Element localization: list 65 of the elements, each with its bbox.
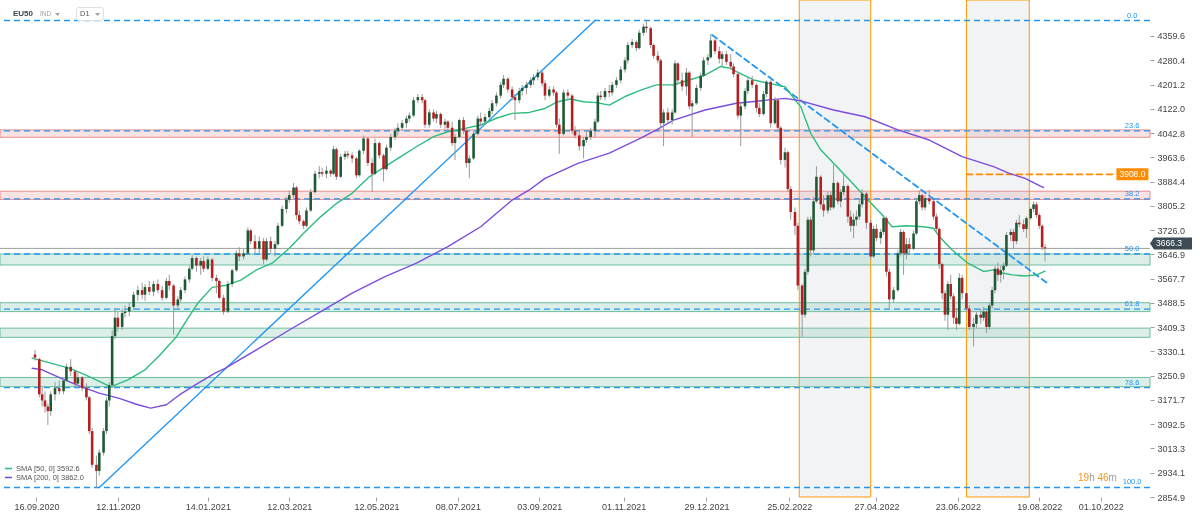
x-tick-label: 27.04.2022	[854, 501, 900, 512]
candlestick	[755, 82, 758, 113]
y-tick-label: 3805.2	[1157, 201, 1186, 212]
candlestick	[577, 130, 581, 152]
x-tick-label: 14.01.2021	[185, 501, 231, 512]
x-tick-label: 25.02.2022	[767, 501, 813, 512]
ref-line-label: 3666.3	[1156, 238, 1183, 249]
y-tick-label: 4122.0	[1157, 104, 1186, 115]
y-tick-label: 3567.7	[1157, 274, 1186, 285]
candlestick	[172, 283, 175, 336]
candlestick	[309, 188, 313, 213]
candlestick	[95, 455, 98, 488]
y-tick-label: 3330.1	[1157, 346, 1186, 357]
y-tick-label: 3409.3	[1157, 322, 1186, 333]
x-tick-label: 23.06.2022	[935, 501, 981, 512]
candlestick	[829, 191, 833, 211]
candlestick	[222, 294, 225, 316]
y-tick-label: 3013.3	[1157, 443, 1186, 454]
candlestick	[355, 156, 358, 179]
candlestick	[1015, 219, 1018, 245]
y-tick-label: 3488.5	[1157, 298, 1186, 309]
candlestick	[467, 154, 471, 179]
y-tick-label: 4359.6	[1157, 31, 1186, 42]
line-series	[31, 97, 1045, 409]
candlestick	[382, 153, 385, 182]
candlestick	[695, 84, 698, 106]
x-tick-label: 03.09.2021	[517, 501, 563, 512]
y-tick-label: 4201.2	[1157, 80, 1186, 90]
candlestick	[427, 108, 431, 129]
x-tick-label: 16.09.2020	[14, 501, 60, 512]
candlestick	[362, 134, 365, 155]
y-tick-label: 3963.6	[1157, 152, 1186, 163]
x-tick-label: 01.10.2022	[1078, 501, 1124, 512]
y-tick-label: 2934.1	[1157, 468, 1186, 479]
x-tick-label: 08.07.2021	[435, 501, 481, 512]
candlestick	[132, 291, 135, 311]
x-tick-label: 12.05.2021	[354, 501, 400, 512]
candlestick	[339, 153, 343, 179]
annotation: 19h 46m	[1078, 472, 1117, 483]
candlestick	[33, 349, 37, 362]
candlestick	[165, 277, 168, 300]
x-tick-label: 12.03.2021	[267, 501, 313, 512]
y-tick-label: 4280.4	[1157, 55, 1186, 66]
candlestick	[852, 213, 855, 239]
annotation: 3908.0	[1119, 169, 1146, 180]
candlestick	[412, 96, 415, 118]
candlestick	[985, 309, 988, 334]
y-tick-label: 3092.5	[1157, 419, 1186, 430]
x-tick-label: 19.08.2022	[1017, 501, 1063, 512]
y-tick-label: 3646.9	[1157, 249, 1186, 260]
x-tick-label: 29.12.2021	[684, 501, 730, 512]
y-tick-label: 2854.9	[1157, 492, 1186, 503]
x-tick-label: 01.11.2021	[601, 501, 647, 512]
y-tick-label: 3250.9	[1157, 371, 1186, 382]
y-tick-label: 4042.8	[1157, 128, 1186, 139]
candlestick	[685, 67, 688, 97]
x-tick-label: 12.11.2020	[96, 501, 141, 512]
candlestick	[457, 118, 461, 139]
y-tick-label: 3884.4	[1157, 177, 1186, 188]
text: EU50	[13, 8, 34, 18]
candlestick	[902, 229, 905, 276]
candlestick	[217, 278, 221, 300]
y-tick-label: 3726.0	[1157, 225, 1186, 236]
candlestick	[662, 108, 665, 147]
y-tick-label: 3171.7	[1157, 395, 1186, 406]
